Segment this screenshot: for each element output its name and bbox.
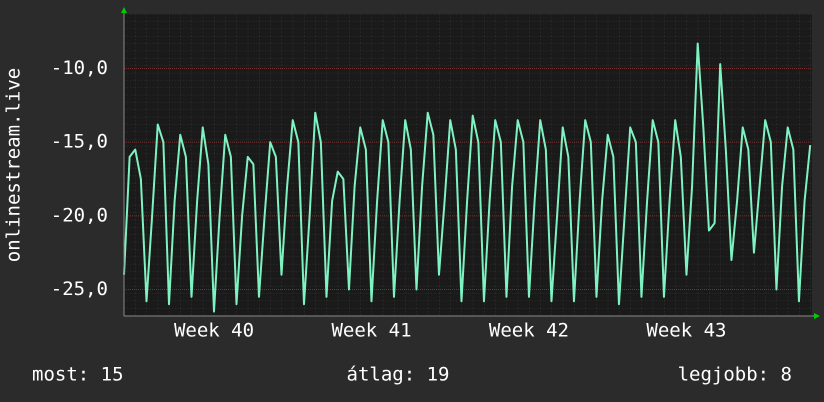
- y-tick-label: -20,0: [51, 204, 108, 226]
- x-tick-label: Week 41: [331, 320, 411, 342]
- x-tick-label: Week 40: [174, 320, 254, 342]
- footer-average: átlag: 19: [347, 364, 450, 386]
- y-arrow: [121, 7, 127, 13]
- footer-now: most: 15: [32, 364, 124, 386]
- y-tick-label: -25,0: [51, 278, 108, 300]
- minor-grid: [124, 14, 812, 316]
- series-line: [123, 42, 812, 313]
- x-arrow: [814, 313, 820, 319]
- footer-best: legjobb: 8: [678, 364, 792, 386]
- y-axis-label: onlinestream.live: [3, 68, 25, 262]
- y-tick-label: -15,0: [51, 131, 108, 153]
- plot: [123, 42, 812, 313]
- y-tick-label: -10,0: [51, 57, 108, 79]
- x-tick-label: Week 43: [646, 320, 726, 342]
- grid: [124, 68, 812, 290]
- x-tick-label: Week 42: [489, 320, 569, 342]
